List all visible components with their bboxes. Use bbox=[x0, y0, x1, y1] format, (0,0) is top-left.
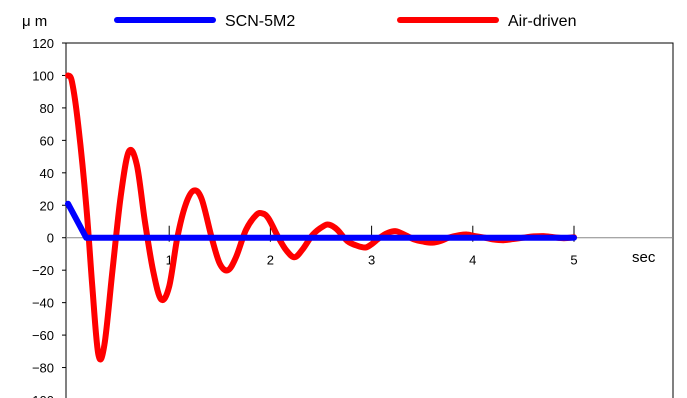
plot-border bbox=[65, 42, 674, 398]
legend-label: Air-driven bbox=[508, 13, 576, 30]
series-line-scn-5m2 bbox=[65, 200, 577, 241]
y-axis-unit-label: μ m bbox=[22, 13, 47, 30]
x-axis-unit-label: sec bbox=[632, 249, 656, 266]
y-tick-label: 0 bbox=[47, 231, 54, 246]
x-tick-label: 5 bbox=[570, 253, 577, 268]
x-tick-label: 1 bbox=[166, 253, 173, 268]
y-tick-label: −100 bbox=[25, 393, 54, 398]
y-tick-label: −40 bbox=[32, 296, 54, 311]
y-axis: 120 100 80 60 40 20 0 −20 −40 −60 −80 −100 bbox=[25, 36, 66, 398]
series-lines bbox=[65, 72, 577, 363]
y-tick-label: −20 bbox=[32, 263, 54, 278]
y-tick-label: 120 bbox=[32, 36, 54, 51]
y-tick-label: 60 bbox=[40, 133, 54, 148]
y-tick-label: 100 bbox=[32, 68, 54, 83]
legend: SCN-5M2 Air-driven bbox=[114, 13, 576, 30]
series-line-air-driven bbox=[65, 72, 577, 363]
plot-area bbox=[65, 42, 674, 398]
x-tick-label: 3 bbox=[368, 253, 375, 268]
y-tick-label: 80 bbox=[40, 101, 54, 116]
y-tick-label: 40 bbox=[40, 166, 54, 181]
y-tick-label: −80 bbox=[32, 361, 54, 376]
y-tick-label: −60 bbox=[32, 328, 54, 343]
y-tick-label: 20 bbox=[40, 198, 54, 213]
x-tick-label: 4 bbox=[469, 253, 476, 268]
legend-label: SCN-5M2 bbox=[225, 13, 295, 30]
x-tick-label: 2 bbox=[267, 253, 274, 268]
